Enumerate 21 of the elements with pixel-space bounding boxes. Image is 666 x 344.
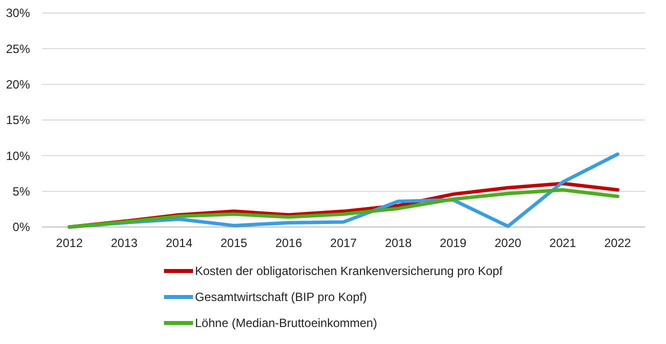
- legend-label: Kosten der obligatorischen Krankenversicherung pro Kopf: [195, 264, 504, 278]
- y-tick-label: 20%: [6, 78, 30, 92]
- x-tick-label: 2013: [110, 236, 138, 250]
- x-tick-label: 2016: [275, 236, 302, 250]
- y-tick-label: 5%: [12, 184, 30, 199]
- x-tick-label: 2018: [384, 236, 412, 250]
- y-tick-label: 0%: [12, 220, 30, 234]
- y-tick-label: 30%: [6, 6, 30, 20]
- x-tick-label: 2020: [494, 236, 522, 250]
- legend-label: Löhne (Median-Bruttoeinkommen): [195, 316, 378, 330]
- x-tick-label: 2022: [604, 236, 632, 250]
- x-tick-label: 2014: [166, 236, 193, 250]
- x-tick-label: 2012: [56, 236, 84, 250]
- x-tick-label: 2017: [330, 236, 358, 250]
- legend-label: Gesamtwirtschaft (BIP pro Kopf): [195, 290, 367, 304]
- x-tick-label: 2015: [220, 236, 248, 250]
- x-tick-label: 2019: [440, 236, 467, 250]
- y-tick-label: 10%: [6, 148, 30, 163]
- y-tick-label: 25%: [6, 42, 30, 56]
- y-tick-label: 15%: [6, 113, 30, 128]
- x-tick-label: 2021: [549, 236, 576, 250]
